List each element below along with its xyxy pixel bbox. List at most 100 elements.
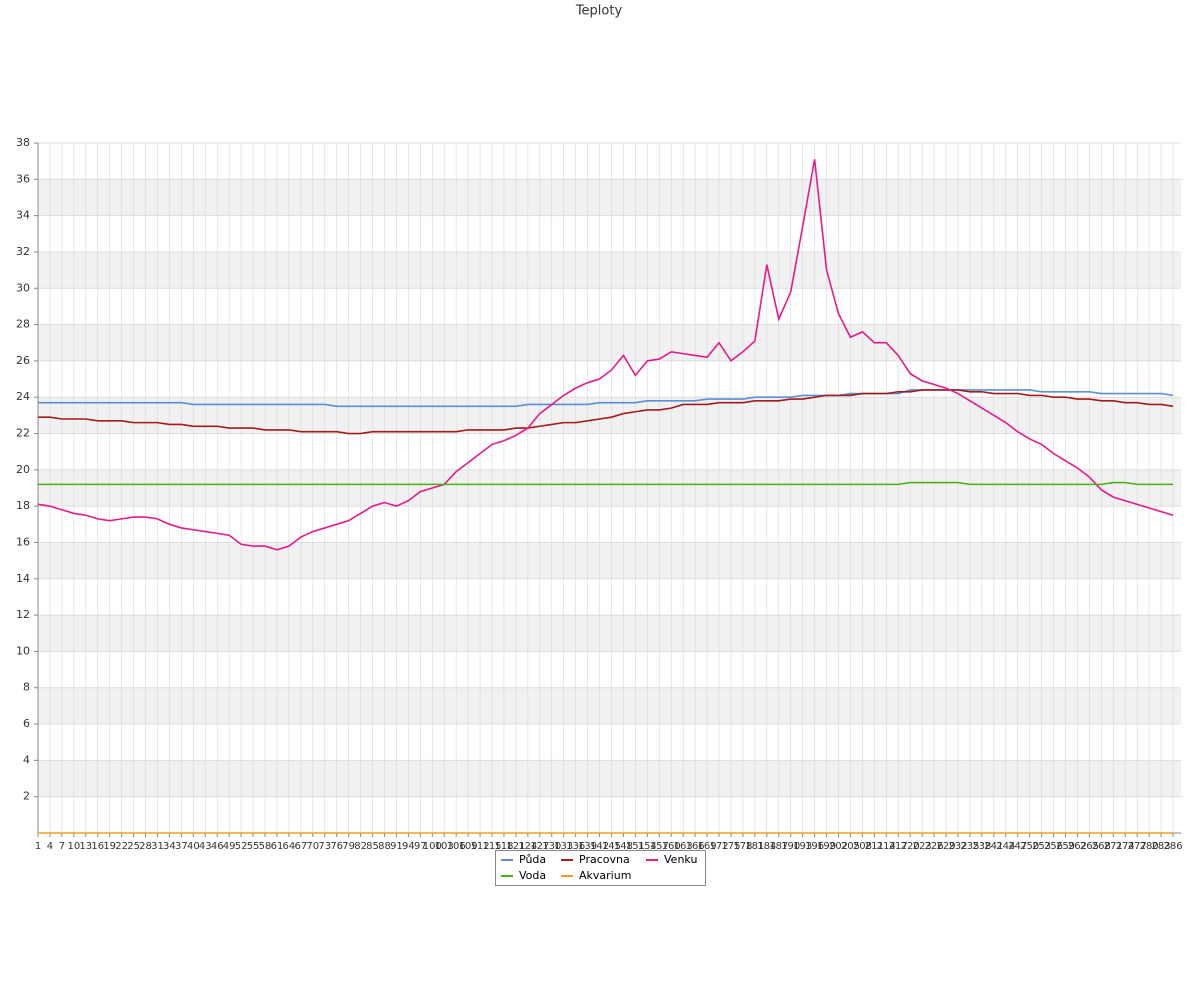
x-tick-label: 211 — [865, 841, 884, 852]
x-tick-label: 46 — [211, 841, 224, 852]
x-tick-label: 109 — [459, 841, 478, 852]
x-tick-label: 10 — [67, 841, 80, 852]
y-tick-label: 2 — [23, 790, 30, 803]
x-tick-label: 19 — [103, 841, 116, 852]
y-tick-label: 12 — [16, 608, 30, 621]
x-tick-label: 247 — [1008, 841, 1027, 852]
x-tick-label: 253 — [1032, 841, 1051, 852]
x-tick-label: 34 — [163, 841, 176, 852]
y-tick-label: 20 — [16, 463, 30, 476]
legend-swatch — [561, 875, 573, 877]
x-tick-label: 265 — [1080, 841, 1099, 852]
x-tick-label: 280 — [1140, 841, 1159, 852]
x-tick-label: 268 — [1092, 841, 1111, 852]
x-tick-label: 250 — [1020, 841, 1039, 852]
x-tick-label: 25 — [127, 841, 140, 852]
x-tick-label: 283 — [1152, 841, 1171, 852]
x-tick-label: 274 — [1116, 841, 1135, 852]
x-tick-label: 76 — [330, 841, 343, 852]
x-tick-label: 64 — [283, 841, 296, 852]
x-tick-label: 223 — [913, 841, 932, 852]
y-tick-label: 4 — [23, 753, 30, 766]
x-tick-label: 16 — [91, 841, 104, 852]
y-tick-label: 28 — [16, 318, 30, 331]
x-tick-label: 166 — [686, 841, 705, 852]
x-tick-label: 232 — [948, 841, 967, 852]
grid-band — [38, 469, 1181, 507]
x-tick-label: 121 — [506, 841, 525, 852]
x-tick-label: 217 — [889, 841, 908, 852]
y-tick-label: 6 — [23, 717, 30, 730]
x-tick-label: 199 — [817, 841, 836, 852]
legend-swatch — [501, 859, 513, 861]
x-tick-label: 31 — [151, 841, 164, 852]
legend-swatch — [561, 859, 573, 861]
legend-item: Pracovna — [561, 852, 630, 868]
x-tick-label: 136 — [566, 841, 585, 852]
y-tick-label: 18 — [16, 499, 30, 512]
x-tick-label: 202 — [829, 841, 848, 852]
x-tick-label: 277 — [1128, 841, 1147, 852]
x-tick-label: 142 — [590, 841, 609, 852]
x-tick-label: 259 — [1056, 841, 1075, 852]
legend-item: Akvarium — [561, 868, 631, 884]
x-tick-label: 196 — [805, 841, 824, 852]
legend-label: Akvarium — [579, 869, 632, 882]
x-tick-label: 160 — [662, 841, 681, 852]
grid-band — [38, 542, 1181, 579]
x-tick-label: 4 — [47, 841, 53, 852]
x-tick-label: 100 — [423, 841, 442, 852]
grid-band — [38, 687, 1181, 725]
grid-band — [38, 324, 1181, 361]
x-tick-label: 106 — [447, 841, 466, 852]
x-tick-label: 103 — [435, 841, 454, 852]
x-tick-label: 61 — [271, 841, 284, 852]
x-tick-label: 214 — [877, 841, 896, 852]
legend-swatch — [646, 859, 658, 861]
x-tick-label: 181 — [745, 841, 764, 852]
x-tick-label: 163 — [674, 841, 693, 852]
x-tick-label: 58 — [259, 841, 272, 852]
x-tick-label: 193 — [793, 841, 812, 852]
x-tick-label: 70 — [306, 841, 319, 852]
legend-item: Venku — [646, 852, 697, 868]
series-line — [38, 389, 1174, 408]
x-tick-label: 238 — [972, 841, 991, 852]
x-tick-label: 220 — [901, 841, 920, 852]
x-tick-label: 1 — [35, 841, 41, 852]
x-tick-label: 205 — [841, 841, 860, 852]
x-tick-label: 172 — [709, 841, 728, 852]
x-tick-label: 244 — [996, 841, 1015, 852]
y-tick-label: 24 — [16, 390, 30, 403]
x-tick-label: 115 — [482, 841, 501, 852]
x-tick-label: 49 — [223, 841, 236, 852]
x-tick-label: 13 — [79, 841, 92, 852]
x-tick-label: 37 — [175, 841, 188, 852]
x-tick-label: 22 — [115, 841, 128, 852]
x-tick-label: 97 — [414, 841, 427, 852]
x-tick-label: 85 — [366, 841, 379, 852]
x-tick-label: 262 — [1068, 841, 1087, 852]
series-line — [38, 389, 1174, 435]
y-tick-label: 34 — [16, 209, 30, 222]
x-tick-label: 43 — [199, 841, 212, 852]
x-tick-label: 226 — [925, 841, 944, 852]
x-tick-label: 145 — [602, 841, 621, 852]
x-tick-label: 133 — [554, 841, 573, 852]
legend-label: Půda — [519, 853, 547, 866]
legend-label: Voda — [519, 869, 547, 882]
x-tick-label: 91 — [390, 841, 403, 852]
grid-band — [38, 251, 1181, 289]
legend-label: Pracovna — [579, 853, 630, 866]
x-tick-label: 88 — [378, 841, 391, 852]
x-tick-label: 139 — [578, 841, 597, 852]
y-tick-label: 10 — [16, 644, 30, 657]
x-tick-label: 79 — [342, 841, 355, 852]
grid-band — [38, 615, 1181, 652]
x-tick-label: 28 — [139, 841, 152, 852]
x-tick-label: 190 — [781, 841, 800, 852]
y-tick-label: 38 — [16, 136, 30, 149]
x-tick-label: 256 — [1044, 841, 1063, 852]
x-tick-label: 124 — [518, 841, 537, 852]
x-tick-label: 82 — [354, 841, 367, 852]
